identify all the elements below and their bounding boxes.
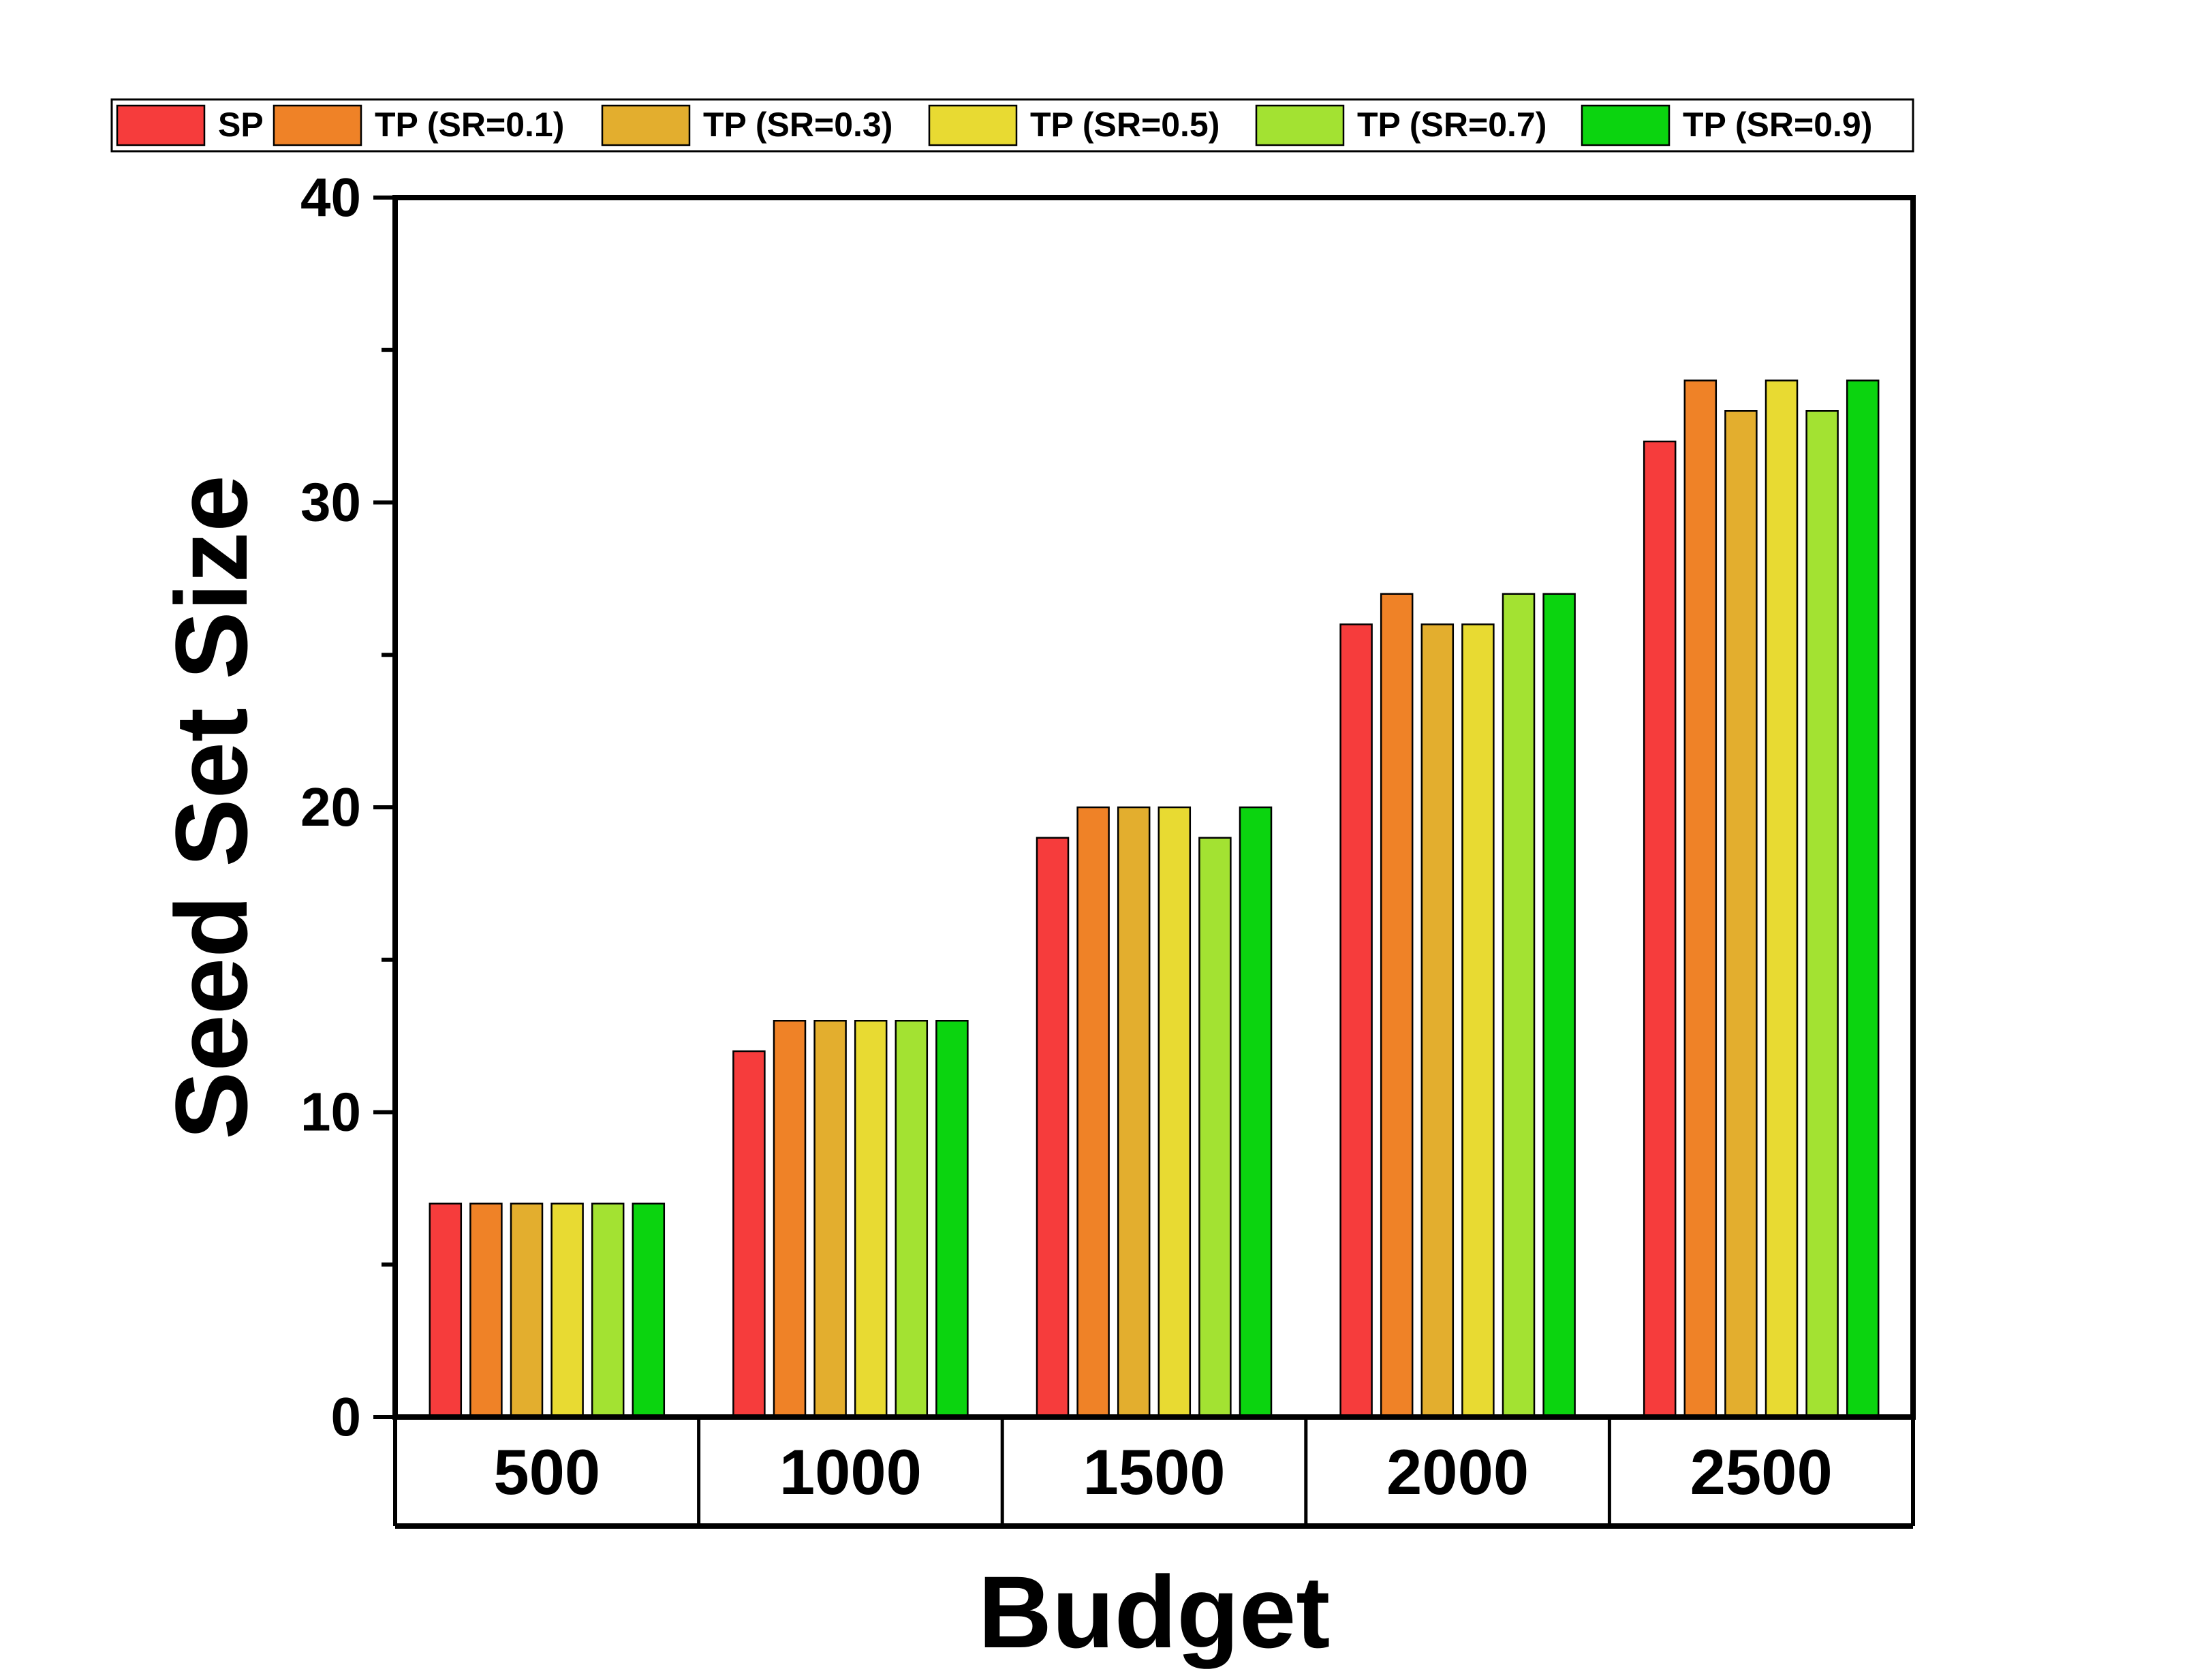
axes: 0 10 20 30 40 500 1000 1500 2000 2500 — [300, 167, 1916, 1529]
bar — [429, 1202, 463, 1418]
bar — [591, 1202, 625, 1418]
y-tick-label: 10 — [300, 1082, 361, 1142]
bar — [773, 1020, 807, 1418]
legend-swatch — [601, 104, 691, 146]
bar — [1683, 379, 1718, 1418]
legend-swatch — [116, 104, 206, 146]
legend-label: TP (SR=0.1) — [375, 106, 564, 144]
bar — [1461, 623, 1495, 1418]
bar — [1036, 837, 1070, 1418]
x-tick-label: 1000 — [779, 1436, 922, 1508]
legend-swatch — [1581, 104, 1671, 146]
y-axis-label: Seed Set Size — [154, 475, 268, 1139]
bar — [1117, 806, 1151, 1418]
x-tick-label: 2500 — [1690, 1436, 1833, 1508]
bar — [895, 1020, 929, 1418]
y-tick-label: 0 — [331, 1386, 362, 1447]
bar — [732, 1050, 766, 1418]
bar — [1239, 806, 1273, 1418]
x-tick-label: 2000 — [1386, 1436, 1529, 1508]
legend-label: TP (SR=0.9) — [1683, 106, 1872, 144]
legend-swatch — [1255, 104, 1345, 146]
bar — [632, 1202, 666, 1418]
legend-label: TP (SR=0.5) — [1030, 106, 1219, 144]
bar — [1724, 410, 1758, 1418]
legend: SP TP (SR=0.1) TP (SR=0.3) TP (SR=0.5) TP (S… — [110, 98, 1914, 153]
bar — [1339, 623, 1373, 1418]
bar — [550, 1202, 584, 1418]
bar — [1380, 593, 1414, 1418]
x-tick-label: 1500 — [1083, 1436, 1225, 1508]
bar — [1542, 593, 1576, 1418]
legend-label: TP (SR=0.3) — [703, 106, 892, 144]
y-tick-label: 30 — [300, 472, 361, 533]
legend-swatch — [273, 104, 362, 146]
y-tick-label: 20 — [300, 777, 361, 837]
bar — [1198, 837, 1232, 1418]
bar — [854, 1020, 888, 1418]
legend-label: TP (SR=0.7) — [1357, 106, 1547, 144]
y-tick-label: 40 — [300, 167, 361, 228]
bar — [1643, 440, 1677, 1418]
bar — [469, 1202, 503, 1418]
x-tick-label: 500 — [493, 1436, 600, 1508]
bar — [1805, 410, 1839, 1418]
bars — [429, 379, 1880, 1418]
bar — [1502, 593, 1536, 1418]
bar — [1076, 806, 1110, 1418]
axis-labels: Budget Seed Set Size — [154, 475, 1330, 1669]
bar — [1765, 379, 1799, 1418]
bar — [1157, 806, 1192, 1418]
bar — [813, 1020, 847, 1418]
bar — [510, 1202, 544, 1418]
legend-label: SP — [218, 106, 264, 144]
x-axis-label: Budget — [978, 1555, 1331, 1669]
bar — [1420, 623, 1455, 1418]
legend-swatch — [928, 104, 1018, 146]
bar — [1846, 379, 1880, 1418]
bar — [935, 1020, 969, 1418]
